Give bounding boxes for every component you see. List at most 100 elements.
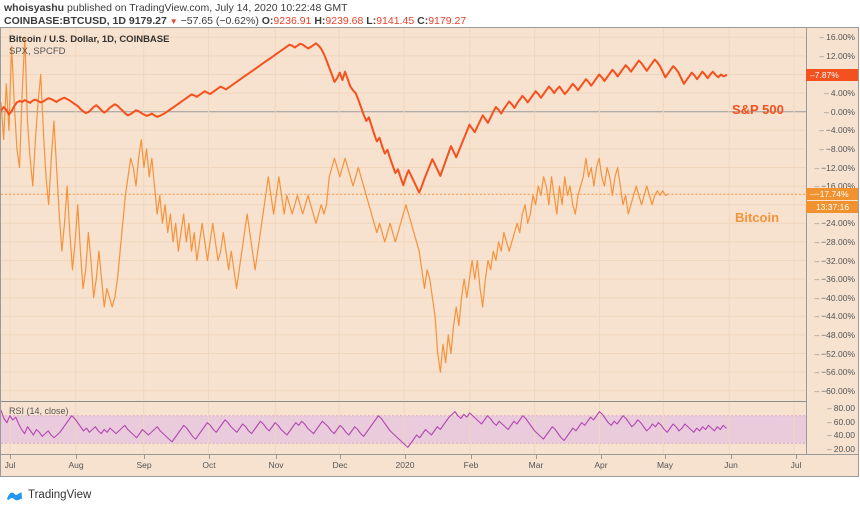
author-name: whoisyashu (4, 2, 65, 14)
time-tick-mark (144, 455, 145, 459)
last-price: 9179.27 (128, 14, 167, 27)
price-tick-label: −56.00% (821, 367, 855, 378)
tick-dash: – (814, 162, 820, 173)
price-tick: – −44.00% (814, 311, 855, 321)
price-tick: – −32.00% (814, 256, 855, 266)
price-tick-label: 12.00% (826, 50, 855, 61)
price-tick: – −4.00% (819, 125, 855, 135)
ohlc-low-label: L: (366, 14, 377, 27)
time-tick-mark (209, 455, 210, 459)
tick-dash: – (814, 274, 820, 285)
price-scale[interactable]: –16.00% –12.00% –4.00% –0.00% – −4.00% – −8.00%… (806, 28, 858, 454)
rsi-tick: –20.00 (827, 444, 855, 454)
ohlc-high-label: H: (314, 14, 326, 27)
tick-dash: – (824, 88, 829, 99)
tick-dash: – (826, 444, 832, 455)
price-tick: – −28.00% (814, 237, 855, 247)
tick-dash: – (814, 292, 820, 303)
clock-badge: 13:37:16 (806, 201, 858, 214)
time-tick-mark (665, 455, 666, 459)
price-badge-btc[interactable]: –−17.74% (806, 188, 858, 201)
price-tick-label: 0.00% (830, 106, 855, 117)
price-tick: –12.00% (819, 51, 855, 61)
ohlc-open-label: O: (261, 14, 274, 27)
price-tick: – −56.00% (814, 367, 855, 377)
price-tick: – −8.00% (819, 144, 855, 154)
tick-dash: – (819, 125, 824, 136)
price-tick: –0.00% (824, 107, 855, 117)
published-text: published on TradingView.com, July 14, 2… (67, 2, 348, 14)
time-tick-mark (536, 455, 537, 459)
tradingview-logo-text: TradingView (28, 489, 92, 501)
price-tick-label: −28.00% (821, 236, 855, 247)
attribution-line-2: COINBASE:BTCUSD, 1D 9179.27 ▼ −57.65 (−0… (4, 15, 856, 29)
price-tick-label: −48.00% (821, 329, 855, 340)
rsi-tick: –60.00 (827, 417, 855, 427)
time-tick-mark (405, 455, 406, 459)
rsi-tick-label: 80.00 (833, 402, 855, 413)
time-tick-mark (10, 455, 11, 459)
tick-dash: – (814, 385, 820, 396)
main-price-pane[interactable]: Bitcoin / U.S. Dollar, 1D, COINBASE SPX,… (1, 28, 806, 400)
time-tick-label: Jul (790, 460, 802, 470)
price-tick: – −12.00% (814, 163, 855, 173)
price-badge-spx-text: 7.87% (814, 70, 839, 81)
price-tick-label: −4.00% (825, 125, 855, 136)
time-tick-mark (340, 455, 341, 459)
rsi-tick: –40.00 (827, 430, 855, 440)
tick-dash: – (826, 416, 832, 427)
tick-dash: – (814, 367, 820, 378)
price-tick-label: −36.00% (821, 274, 855, 285)
change-value: −57.65 (−0.62%) (180, 14, 259, 27)
price-badge-spx[interactable]: –7.87% (806, 69, 858, 82)
time-tick-label: Oct (202, 460, 216, 470)
time-tick-label: May (656, 460, 674, 470)
badge-dash: – (810, 70, 815, 81)
ohlc-low-value: 9141.45 (376, 14, 415, 27)
tick-dash: – (814, 181, 820, 192)
time-tick-mark (601, 455, 602, 459)
price-tick: – −24.00% (814, 218, 855, 228)
time-tick-label: Apr (594, 460, 608, 470)
price-tick: – −48.00% (814, 330, 855, 340)
price-tick: – −16.00% (814, 181, 855, 191)
rsi-pane[interactable]: RSI (14, close) (1, 401, 806, 454)
time-tick-label: Dec (332, 460, 348, 470)
tick-dash: – (824, 106, 829, 117)
price-tick-label: −44.00% (821, 311, 855, 322)
ohlc-high-value: 9239.68 (325, 14, 364, 27)
price-tick: – −52.00% (814, 349, 855, 359)
tick-dash: – (826, 402, 832, 413)
time-tick-mark (471, 455, 472, 459)
ohlc-open-value: 9236.91 (273, 14, 312, 27)
time-tick-label: Sep (136, 460, 152, 470)
time-scale[interactable]: Jul Aug Sep Oct Nov Dec 2020 Feb Mar Apr May Jun Jul (1, 454, 858, 476)
main-pane-canvas (1, 28, 806, 400)
price-tick-label: −12.00% (821, 162, 855, 173)
ohlc-close-value: 9179.27 (428, 14, 467, 27)
time-tick-label: Nov (268, 460, 284, 470)
badge-dash: – (810, 189, 815, 200)
price-tick-label: 4.00% (830, 88, 855, 99)
change-down-arrow-icon: ▼ (169, 16, 178, 26)
time-tick-label: Jul (4, 460, 16, 470)
plot-area[interactable]: Bitcoin / U.S. Dollar, 1D, COINBASE SPX,… (1, 28, 806, 454)
price-tick-label: −40.00% (821, 292, 855, 303)
tick-dash: – (814, 218, 820, 229)
price-tick-label: −16.00% (821, 181, 855, 192)
attribution-line-1: whoisyashu published on TradingView.com,… (4, 2, 856, 15)
time-tick-label: Mar (528, 460, 544, 470)
time-tick-mark (796, 455, 797, 459)
price-tick-label: −52.00% (821, 348, 855, 359)
rsi-tick-label: 20.00 (833, 444, 855, 455)
ohlc-close-label: C: (417, 14, 429, 27)
tick-dash: – (819, 32, 825, 43)
time-tick-label: Feb (463, 460, 479, 470)
series-label-btc: Bitcoin (735, 210, 780, 225)
price-tick-label: −32.00% (821, 255, 855, 266)
tick-dash: – (819, 143, 824, 154)
time-tick-label: 2020 (395, 460, 415, 470)
attribution-header: whoisyashu published on TradingView.com,… (4, 2, 856, 28)
tick-dash: – (814, 311, 820, 322)
rsi-tick-label: 60.00 (833, 416, 855, 427)
